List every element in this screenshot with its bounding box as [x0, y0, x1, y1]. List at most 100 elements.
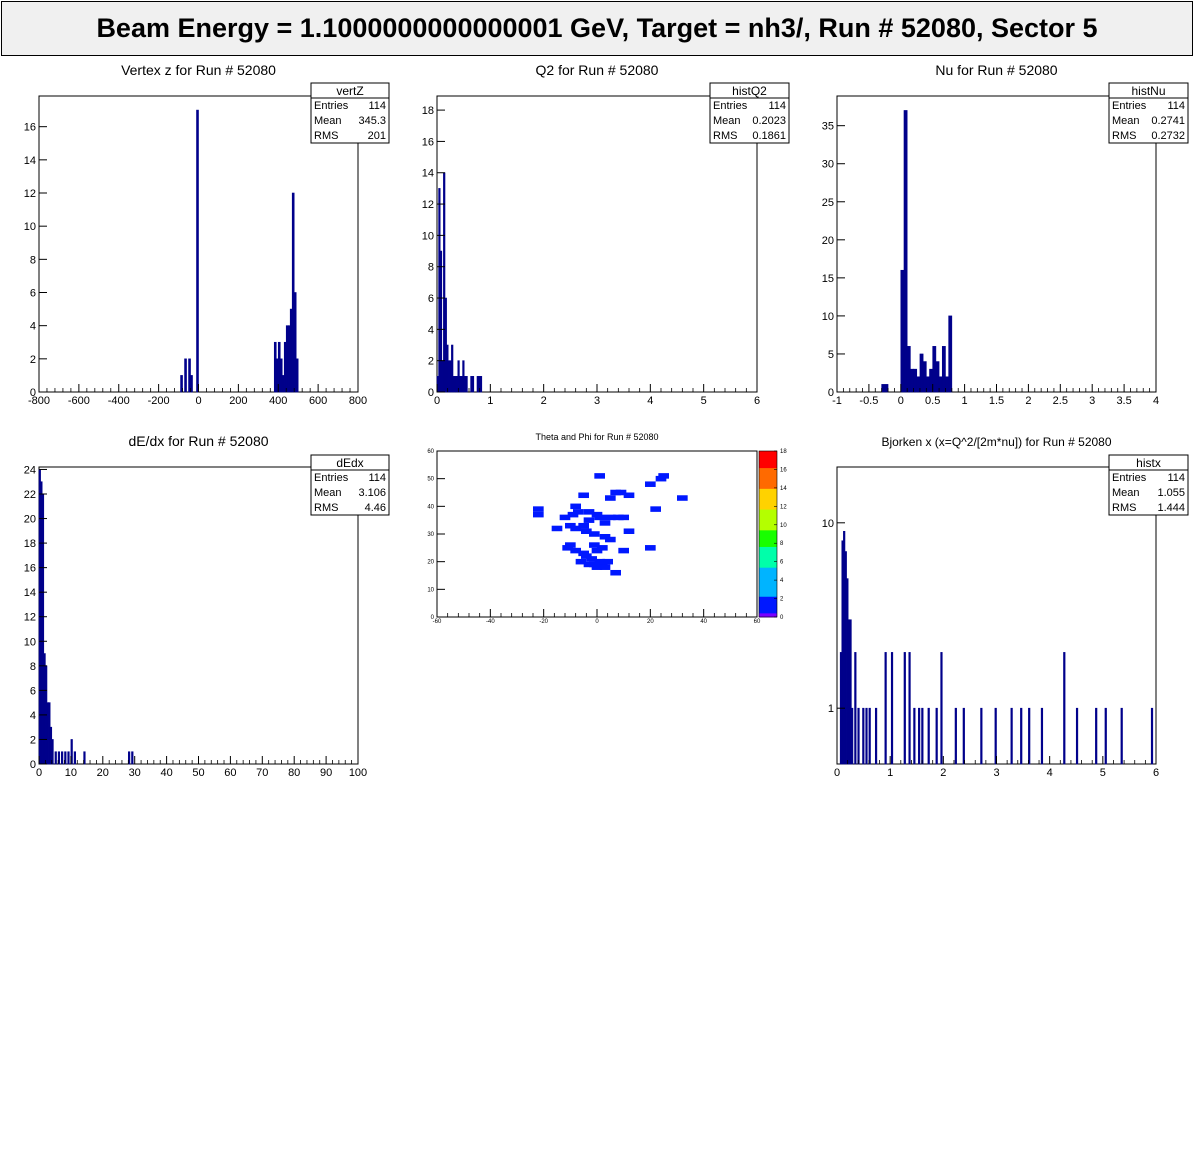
stats-label: Entries	[1112, 472, 1147, 484]
palette-tick-label: 0	[780, 615, 784, 621]
stats-value: 1.444	[1157, 502, 1185, 514]
x-tick-label: 30	[129, 767, 141, 779]
x-tick-label: -200	[148, 395, 170, 407]
stats-label: Mean	[1112, 115, 1140, 127]
heatmap-cell	[650, 506, 661, 512]
stats-value: 345.3	[358, 115, 386, 127]
palette-segment	[759, 571, 777, 576]
x-tick-label: 40	[700, 619, 707, 625]
palette-segment	[759, 542, 777, 547]
x-tick-label: 60	[754, 619, 761, 625]
stats-box-frame	[310, 454, 390, 516]
histogram-bar	[1063, 652, 1066, 765]
histogram-bar	[190, 375, 193, 393]
stats-value: 201	[368, 130, 386, 142]
histogram-bar	[465, 376, 468, 393]
y-tick-label: 6	[428, 293, 434, 305]
palette-tick-label: 18	[780, 449, 787, 455]
banner-title: Beam Energy = 1.1000000000000001 GeV, Ta…	[96, 13, 1098, 43]
palette-segment	[759, 471, 777, 477]
palette-segment	[759, 575, 777, 581]
y-tick-label: 8	[30, 661, 36, 673]
heatmap-cell	[623, 528, 635, 534]
y-tick-label: 40	[427, 504, 434, 510]
y-tick-label: 4	[30, 710, 36, 722]
palette-segment	[759, 596, 777, 601]
x-tick-label: -40	[486, 619, 495, 625]
histogram-bar	[57, 751, 61, 765]
heatmap-cell	[551, 525, 563, 532]
stats-label: RMS	[1112, 130, 1136, 142]
histogram-bar	[73, 751, 76, 765]
y-tick-label: 22	[24, 489, 36, 501]
chart-title: Nu for Run # 52080	[935, 62, 1057, 78]
histogram-bar	[906, 346, 911, 393]
palette-segment	[759, 592, 777, 597]
histogram-bar	[1150, 707, 1154, 765]
y-tick-label: 16	[24, 563, 36, 575]
palette-segment	[759, 608, 777, 614]
heatmap-cell	[570, 503, 581, 510]
stats-box-frame	[709, 82, 790, 144]
y-tick-label: 24	[24, 464, 36, 476]
palette-segment	[759, 451, 777, 456]
x-tick-label: 1	[487, 395, 493, 407]
y-tick-label: 14	[24, 155, 36, 167]
histogram-bar	[83, 751, 86, 765]
histogram-bar	[184, 358, 187, 393]
histogram-bar	[293, 292, 297, 393]
histogram-bar	[128, 751, 131, 765]
heatmap-cell	[645, 545, 656, 551]
histogram-bar	[922, 361, 927, 393]
palette-segment	[759, 504, 777, 510]
x-tick-label: 70	[256, 767, 268, 779]
stats-label: Mean	[314, 115, 342, 127]
palette-segment	[759, 534, 777, 539]
histogram-bar	[881, 384, 889, 393]
x-tick-label: 2	[1025, 395, 1031, 407]
heatmap-cell	[578, 522, 589, 529]
y-tick-label: 0	[431, 615, 435, 621]
x-tick-label: 800	[349, 395, 367, 407]
palette-segment	[759, 475, 777, 481]
histogram-bar	[131, 751, 134, 765]
y-tick-label: 12	[24, 188, 36, 200]
x-tick-label: 4	[1047, 767, 1053, 779]
x-tick-label: 2	[541, 395, 547, 407]
stats-label: Mean	[314, 487, 342, 499]
stats-histogram-name: histNu	[1131, 84, 1165, 98]
histogram-bar	[903, 652, 906, 765]
chart-vertz: Vertex z for Run # 52080 -800 -600 -400 -200…	[24, 62, 390, 407]
histogram-bar	[954, 707, 957, 765]
x-tick-label: 5	[1100, 767, 1106, 779]
y-tick-label: 35	[822, 121, 834, 133]
histogram-bar	[913, 707, 916, 765]
x-tick-label: 1.5	[989, 395, 1004, 407]
palette-segment	[759, 509, 777, 514]
histogram-bar	[927, 707, 930, 765]
heatmap-cell	[559, 514, 571, 521]
histogram-bar	[180, 375, 183, 393]
chart-title: Bjorken x (x=Q^2/[2m*nu]) for Run # 5208…	[881, 435, 1111, 449]
histogram-bar	[862, 707, 865, 765]
palette-tick-label: 8	[780, 541, 784, 547]
y-tick-label: 8	[428, 262, 434, 274]
histogram-bar	[854, 652, 857, 765]
histogram-bar	[868, 707, 871, 765]
heatmap-cell	[677, 495, 688, 501]
x-tick-label: 100	[349, 767, 367, 779]
heatmap-cell	[602, 558, 613, 565]
histogram-bar	[1028, 707, 1031, 765]
x-tick-label: -1	[832, 395, 842, 407]
stats-label: Entries	[314, 100, 349, 112]
histogram-bar	[1095, 707, 1098, 765]
y-tick-label: 2	[428, 356, 434, 368]
histogram-bar	[1040, 707, 1044, 765]
x-tick-label: -60	[433, 619, 442, 625]
x-tick-label: 600	[309, 395, 327, 407]
histogram-bar	[948, 315, 953, 393]
histogram-bar	[938, 376, 943, 393]
stats-label: RMS	[1112, 502, 1136, 514]
y-tick-label: 18	[24, 538, 36, 550]
